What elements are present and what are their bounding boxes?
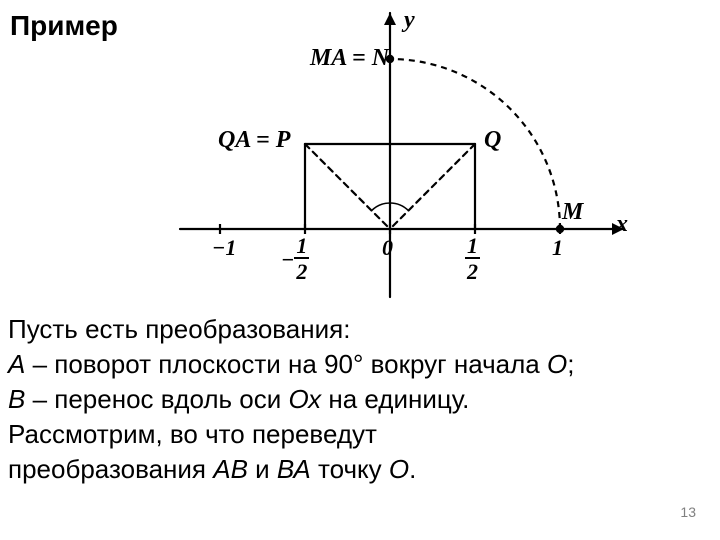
page-title: Пример bbox=[10, 10, 118, 42]
x-tick-label: −1 bbox=[212, 235, 236, 261]
label-Q: Q bbox=[484, 127, 501, 154]
label-N: MA = N bbox=[310, 45, 389, 72]
body-line-5: преобразования АВ и ВА точку О. bbox=[8, 452, 714, 487]
x-tick-label: 12 bbox=[465, 235, 480, 285]
sym-AB: АВ bbox=[213, 454, 248, 484]
label-P: QA = P bbox=[218, 127, 290, 154]
body-line-2: А – поворот плоскости на 90° вокруг нача… bbox=[8, 347, 714, 382]
diagram-figure: y x QA = P Q M MA = N −1 −12 0 12 1 bbox=[170, 5, 640, 310]
body-text: Пусть есть преобразования: А – поворот п… bbox=[8, 312, 714, 487]
diagram-svg bbox=[170, 5, 640, 305]
label-M: M bbox=[562, 199, 583, 226]
body-line-4: Рассмотрим, во что переведут bbox=[8, 417, 714, 452]
sym-O2: О bbox=[389, 454, 409, 484]
sym-BA: ВА bbox=[277, 454, 311, 484]
sym-Ox: Ох bbox=[288, 384, 321, 414]
body-line-3: В – перенос вдоль оси Ох на единицу. bbox=[8, 382, 714, 417]
sym-A: А bbox=[8, 349, 25, 379]
sym-B: В bbox=[8, 384, 25, 414]
x-tick-label: −12 bbox=[281, 235, 309, 285]
body-line-1: Пусть есть преобразования: bbox=[8, 312, 714, 347]
sym-O1: О bbox=[547, 349, 567, 379]
x-tick-label: 0 bbox=[382, 235, 393, 261]
page-number: 13 bbox=[680, 504, 696, 520]
x-axis-label: x bbox=[616, 211, 628, 238]
y-axis-label: y bbox=[404, 7, 415, 34]
x-tick-label: 1 bbox=[552, 235, 563, 261]
